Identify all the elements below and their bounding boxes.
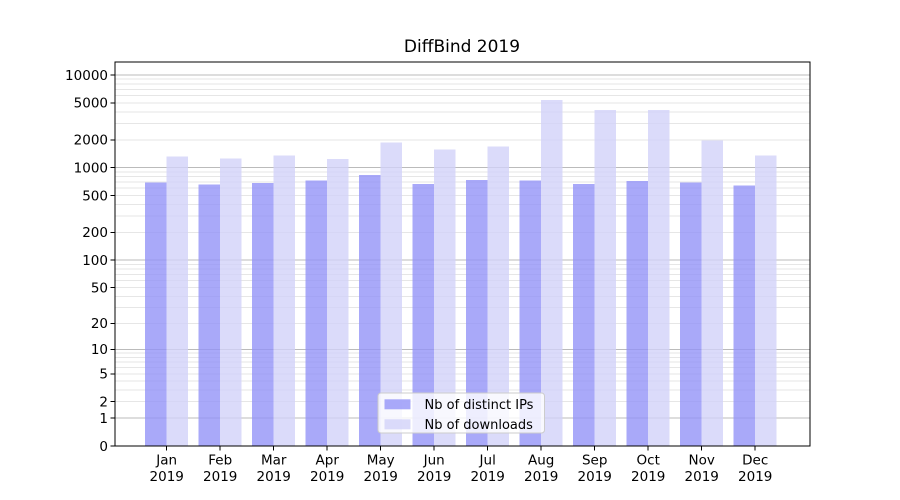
x-tick-label-sep: Sep xyxy=(582,453,607,469)
bar-nb-of-downloads-aug xyxy=(541,99,563,446)
bar-nb-of-downloads-may xyxy=(380,142,403,446)
bar-nb-of-distinct-ips-oct xyxy=(626,181,649,447)
y-tick-label-50: 50 xyxy=(91,280,108,296)
x-tick-label-jun: Jun xyxy=(423,453,445,469)
x-tick-label-may: May xyxy=(367,453,395,469)
legend-swatch-nb-of-distinct-ips xyxy=(384,399,411,410)
bar-nb-of-downloads-jul xyxy=(487,146,510,446)
bar-nb-of-downloads-nov xyxy=(701,140,724,446)
bar-nb-of-downloads-sep xyxy=(594,109,617,447)
bar-nb-of-distinct-ips-mar xyxy=(252,183,274,446)
x-tick-year-may: 2019 xyxy=(364,469,398,485)
bar-nb-of-distinct-ips-aug xyxy=(519,180,542,447)
chart-title: DiffBind 2019 xyxy=(404,37,520,57)
x-tick-label-nov: Nov xyxy=(689,453,715,469)
plot-border xyxy=(114,61,811,447)
x-tick-year-jul: 2019 xyxy=(471,469,505,485)
y-tick-label-20: 20 xyxy=(91,316,108,332)
bar-nb-of-downloads-apr xyxy=(327,159,349,446)
x-tick-year-sep: 2019 xyxy=(578,469,612,485)
legend-box xyxy=(377,392,545,434)
bar-nb-of-downloads-jun xyxy=(434,149,456,446)
legend-swatch-nb-of-downloads xyxy=(384,419,411,430)
y-tick-label-10: 10 xyxy=(91,342,108,358)
bar-nb-of-distinct-ips-jul xyxy=(466,179,488,446)
x-tick-label-jul: Jul xyxy=(479,453,496,469)
y-tick-label-200: 200 xyxy=(82,225,108,241)
bars xyxy=(145,99,777,447)
y-tick-label-1000: 1000 xyxy=(74,160,108,176)
y-tick-label-2: 2 xyxy=(99,395,108,411)
y-tick-label-0: 0 xyxy=(99,439,108,455)
legend: Nb of distinct IPs Nb of downloads xyxy=(377,392,545,434)
legend-label-nb-of-distinct-ips: Nb of distinct IPs xyxy=(425,398,534,413)
x-tick-year-apr: 2019 xyxy=(310,469,344,485)
y-tick-label-5: 5 xyxy=(99,367,108,383)
bar-nb-of-downloads-oct xyxy=(648,109,670,447)
x-tick-year-jan: 2019 xyxy=(150,469,184,485)
bar-nb-of-distinct-ips-sep xyxy=(573,183,595,446)
x-tick-label-dec: Dec xyxy=(742,453,768,469)
y-tick-label-10000: 10000 xyxy=(65,68,108,84)
x-tick-year-dec: 2019 xyxy=(738,469,772,485)
bar-nb-of-downloads-mar xyxy=(273,155,296,446)
x-tick-label-jan: Jan xyxy=(155,453,177,469)
x-tick-year-nov: 2019 xyxy=(685,469,719,485)
y-tick-label-2000: 2000 xyxy=(74,133,108,149)
bar-nb-of-downloads-jan xyxy=(166,156,189,446)
bar-nb-of-distinct-ips-feb xyxy=(198,184,221,446)
bar-nb-of-distinct-ips-may xyxy=(359,175,381,446)
x-tick-year-jun: 2019 xyxy=(417,469,451,485)
x-tick-label-oct: Oct xyxy=(637,453,660,469)
bar-nb-of-distinct-ips-dec xyxy=(733,185,756,446)
y-tick-label-100: 100 xyxy=(82,253,108,269)
x-tick-year-mar: 2019 xyxy=(257,469,291,485)
bar-nb-of-distinct-ips-jan xyxy=(145,182,167,446)
x-tick-year-oct: 2019 xyxy=(631,469,665,485)
axes: 012510205010020050010002000500010000Jan2… xyxy=(65,61,811,485)
y-tick-label-500: 500 xyxy=(82,188,108,204)
x-tick-label-apr: Apr xyxy=(316,453,340,469)
y-tick-label-1: 1 xyxy=(99,411,108,427)
x-tick-year-aug: 2019 xyxy=(524,469,558,485)
x-tick-label-feb: Feb xyxy=(208,453,232,469)
bar-nb-of-distinct-ips-nov xyxy=(680,182,702,446)
x-tick-label-mar: Mar xyxy=(261,453,287,469)
bar-nb-of-distinct-ips-apr xyxy=(305,180,328,447)
legend-label-nb-of-downloads: Nb of downloads xyxy=(425,418,534,433)
bar-nb-of-downloads-feb xyxy=(220,158,242,446)
y-tick-label-5000: 5000 xyxy=(74,96,108,112)
bar-nb-of-downloads-dec xyxy=(755,155,777,446)
x-tick-label-aug: Aug xyxy=(528,453,554,469)
bar-nb-of-distinct-ips-jun xyxy=(412,183,435,446)
x-tick-year-feb: 2019 xyxy=(203,469,237,485)
